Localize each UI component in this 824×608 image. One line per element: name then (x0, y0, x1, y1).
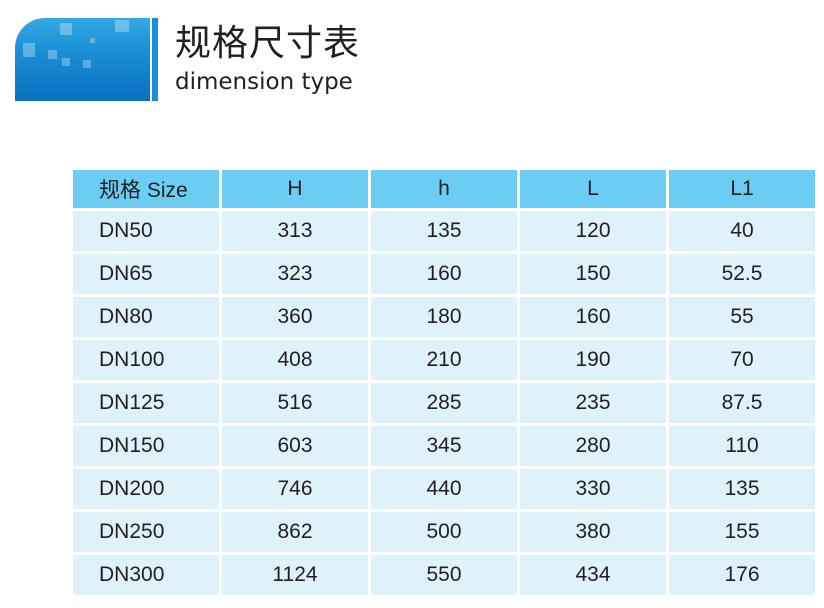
table-cell: 862 (219, 509, 371, 555)
table-cell: 746 (219, 466, 371, 512)
table-cell: 87.5 (666, 380, 818, 426)
table-cell: 603 (219, 423, 371, 469)
accent-bar (152, 18, 158, 101)
table-cell: DN125 (70, 380, 222, 426)
table-row: DN65 323 160 150 52.5 (70, 251, 818, 297)
table-cell: 40 (666, 208, 818, 254)
column-header: 规格 Size (70, 167, 222, 211)
table-cell: 440 (368, 466, 520, 512)
table-cell: 434 (517, 552, 669, 598)
table-cell: 360 (219, 294, 371, 340)
table-cell: 135 (666, 466, 818, 512)
table-row: DN150 603 345 280 110 (70, 423, 818, 469)
table-cell: 1124 (219, 552, 371, 598)
table-cell: 160 (368, 251, 520, 297)
table-cell: 345 (368, 423, 520, 469)
table-cell: 52.5 (666, 251, 818, 297)
table-cell: DN50 (70, 208, 222, 254)
table-cell: 176 (666, 552, 818, 598)
table-cell: 155 (666, 509, 818, 555)
table-cell: 210 (368, 337, 520, 383)
table-cell: 408 (219, 337, 371, 383)
table-cell: 190 (517, 337, 669, 383)
table-cell: 110 (666, 423, 818, 469)
table-cell: 285 (368, 380, 520, 426)
column-header: L1 (666, 167, 818, 211)
table-cell: 235 (517, 380, 669, 426)
table-row: DN50 313 135 120 40 (70, 208, 818, 254)
table-cell: 516 (219, 380, 371, 426)
table-cell: DN100 (70, 337, 222, 383)
column-header: L (517, 167, 669, 211)
table-row: DN250 862 500 380 155 (70, 509, 818, 555)
table-cell: 330 (517, 466, 669, 512)
table-cell: DN300 (70, 552, 222, 598)
table-row: DN80 360 180 160 55 (70, 294, 818, 340)
logo-graphic (15, 18, 150, 101)
table-cell: 135 (368, 208, 520, 254)
page-title: 规格尺寸表 (175, 23, 361, 64)
table-cell: 150 (517, 251, 669, 297)
table-cell: 380 (517, 509, 669, 555)
table-cell: DN200 (70, 466, 222, 512)
table-cell: 550 (368, 552, 520, 598)
table-cell: 280 (517, 423, 669, 469)
table-cell: 500 (368, 509, 520, 555)
table-row: DN125 516 285 235 87.5 (70, 380, 818, 426)
table-cell: 180 (368, 294, 520, 340)
table-cell: DN150 (70, 423, 222, 469)
table-cell: 313 (219, 208, 371, 254)
table-row: DN200 746 440 330 135 (70, 466, 818, 512)
table-cell: DN65 (70, 251, 222, 297)
table-cell: 323 (219, 251, 371, 297)
table-cell: 120 (517, 208, 669, 254)
table-row: DN300 1124 550 434 176 (70, 552, 818, 598)
column-header: h (368, 167, 520, 211)
table-row: DN100 408 210 190 70 (70, 337, 818, 383)
table-cell: 55 (666, 294, 818, 340)
table-cell: DN80 (70, 294, 222, 340)
table-cell: DN250 (70, 509, 222, 555)
table-cell: 70 (666, 337, 818, 383)
page-subtitle: dimension type (175, 69, 353, 95)
column-header: H (219, 167, 371, 211)
table-cell: 160 (517, 294, 669, 340)
